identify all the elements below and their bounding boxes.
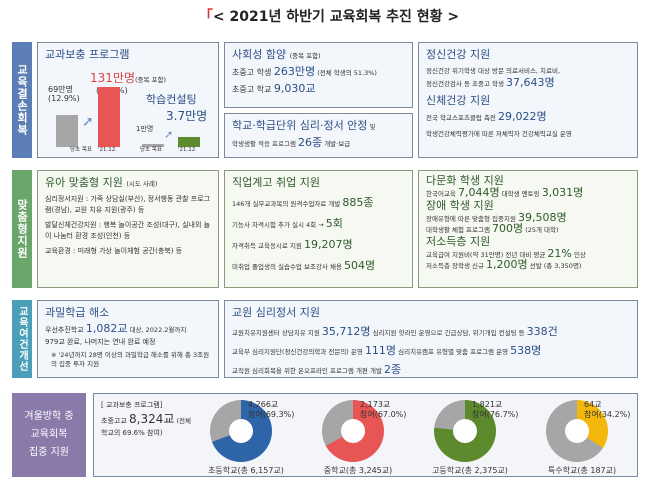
donut-group: 4,266교 참여(69.3%) 초등학교(총 6,157교) [202,398,312,476]
donut-label: 특수학교(총 187교) [547,466,617,475]
supplement-program-box: 교과보충 프로그램 69만명(12.9%) 131만명(중복 포함) (25.7… [37,42,219,158]
infant-support-box: 유아 맞춤형 지원 (시도 사례) 심리정서지원 : 가족 상담실(부산), 정… [37,170,219,288]
donut-label: 중학교(총 3,245교) [323,466,393,475]
bar-2 [142,144,164,147]
bar2-value: 131만명 [90,71,135,85]
consulting-title: 학습컨설팅 [146,93,197,106]
donut-count: 64교 [584,400,602,409]
donut-label: 초등학교(총 6,157교) [208,466,284,475]
section-label-custom: 맞춤형지원 [12,170,32,288]
box-title: 교과보충 프로그램 [45,48,130,61]
class-size-box: 과밀학급 해소 우선추진학교 1,082교 대상, 2022.2월까지 979교… [37,300,219,378]
donut-pct: 참여(67.0%) [360,410,407,419]
bar1-value: 69만명 [48,85,73,94]
bar4-value: 3.7만명 [166,109,208,123]
donut-pct: 참여(34.2%) [584,410,631,419]
bar2-note: (중복 포함) [135,76,167,84]
section-label-environment: 교육여건개선 [12,300,32,378]
bar-3 [178,137,200,147]
bar1-pct: (12.9%) [48,94,80,103]
donut-chart [546,400,608,462]
donut-count: 1,821교 [472,400,503,409]
bar3-value: 1만명 [136,125,154,133]
donut-chart [210,400,272,462]
social-skills-box: 사회성 함양 (중복 포함) 초중고 학생 263만명 (전체 학생의 51.3… [224,42,413,108]
donut-count: 2,173교 [360,400,391,409]
health-support-box: 정신건강 지원 정신건강 위기학생 대상 방문 의료서비스, 치료비, 정신건강… [418,42,638,158]
bar-0 [56,115,78,147]
winter-program-box: [ 교과보충 프로그램] 초중고교 8,324교 (전체 학교의 69.6% 참… [93,393,638,477]
arrow-icon: ➚ [82,114,94,130]
psych-stability-box: 학교·학급단위 심리·정서 안정 및 학생생활 적응 프로그램 26종 개발·보… [224,113,413,158]
donut-group: 1,821교 참여(76.7%) 고등학교(총 2,375교) [426,398,536,476]
donut-count: 4,266교 [248,400,279,409]
donut-label: 고등학교(총 2,375교) [432,466,508,475]
donut-chart [434,400,496,462]
page-title: 「< 2021년 하반기 교육회복 추진 현황 > [198,9,460,25]
vocational-box: 직업계고 취업 지원 146개 실무교과목의 원격수업자료 개발 885종 기능… [224,170,413,288]
arrow-icon: ➚ [164,128,174,141]
donut-chart [322,400,384,462]
multicultural-box: 다문화 학생 지원 한국어교육 7,044명 대학생 멘토링 3,031명 장애… [418,170,638,288]
section-label-winter: 겨울방학 중 교육회복 집중 지원 [12,393,86,477]
donut-group: 64교 참여(34.2%) 특수학교(총 187교) [538,398,648,476]
bar-chart: 69만명(12.9%) 131만명(중복 포함) (25.7%) 학습컨설팅 3… [48,71,208,153]
donut-group: 2,173교 참여(67.0%) 중학교(총 3,245교) [314,398,424,476]
section-label-recovery: 교육결손회복 [12,42,32,158]
donut-pct: 참여(69.3%) [248,410,295,419]
bar-1 [98,87,120,147]
donut-pct: 참여(76.7%) [472,410,519,419]
teacher-support-box: 교원 심리정서 지원 교원치유지원센터 상담치유 지원 35,712명 심리지원… [224,300,638,378]
